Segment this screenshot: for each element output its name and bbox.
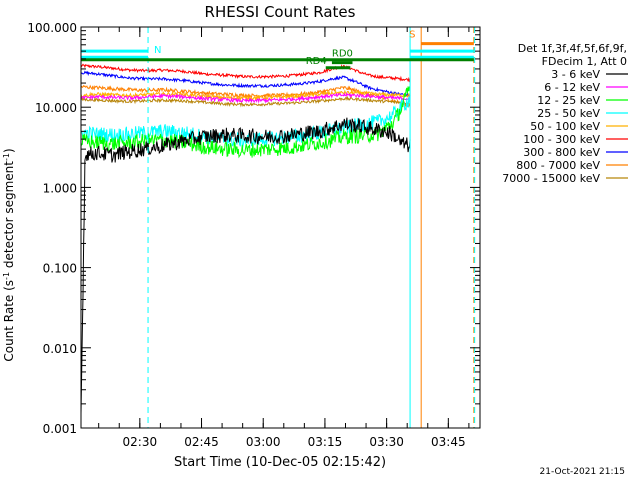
- legend-label: 300 - 800 keV: [523, 146, 600, 159]
- legend-label: 800 - 7000 keV: [516, 159, 600, 172]
- ylabel-rest: detector segment: [2, 161, 16, 272]
- series-line-5: [80, 63, 411, 83]
- x-tick-label: 03:00: [246, 435, 281, 449]
- series-line-1: [80, 91, 411, 104]
- y-tick-label: 0.001: [43, 422, 77, 436]
- x-tick-label: 02:45: [184, 435, 219, 449]
- legend-header-line: FDecim 1, Att 0: [542, 55, 627, 68]
- y-tick-label: 0.010: [43, 342, 77, 356]
- legend-label: 25 - 50 keV: [537, 107, 600, 120]
- series-line-8: [80, 95, 411, 108]
- series-line-7: [81, 84, 411, 108]
- svg-text:Count Rate (s-1 detector segme: Count Rate (s-1 detector segment-1): [2, 148, 16, 361]
- y-axis-label: Count Rate (s-1 detector segment-1): [2, 148, 16, 361]
- legend-label: 12 - 25 keV: [537, 94, 600, 107]
- chart-title: RHESSI Count Rates: [205, 3, 356, 21]
- ylabel-close: ): [2, 148, 16, 153]
- x-tick-label: 03:15: [308, 435, 343, 449]
- ylabel-sup2: -1: [2, 153, 11, 161]
- flag-label-rd0: RD0: [332, 49, 353, 60]
- legend-label: 100 - 300 keV: [523, 133, 600, 146]
- legend-header-line: Det 1f,3f,4f,5f,6f,9f,: [518, 42, 627, 55]
- flag-label-s: S: [409, 30, 415, 41]
- y-tick-label: 10.000: [35, 101, 77, 115]
- series-line-3: [80, 95, 411, 149]
- plot-frame: [80, 26, 481, 429]
- flag-label-rd4: RD4: [306, 56, 327, 67]
- x-tick-label: 02:30: [123, 435, 158, 449]
- y-tick-label: 100.000: [27, 21, 77, 35]
- flag-label-n: N: [154, 45, 161, 56]
- y-tick-label: 1.000: [43, 181, 77, 195]
- series-line-0: [80, 117, 411, 414]
- ylabel-sup: -1: [2, 272, 11, 280]
- x-tick-label: 03:30: [369, 435, 404, 449]
- legend-header: Det 1f,3f,4f,5f,6f,9f,FDecim 1, Att 0: [518, 42, 627, 68]
- x-axis-label: Start Time (10-Dec-05 02:15:42): [174, 455, 386, 470]
- legend-label: 50 - 100 keV: [530, 120, 600, 133]
- x-tick-label: 03:45: [431, 435, 466, 449]
- series-line-4: [80, 89, 411, 102]
- plot-area: N S RD4 RD0 0.001 0.010 0.100 1.000 10.000 100.00…: [27, 21, 481, 449]
- legend-label: 7000 - 15000 keV: [502, 172, 600, 185]
- y-tick-label: 0.100: [43, 262, 77, 276]
- footer-date: 21-Oct-2021 21:15: [540, 467, 625, 477]
- series-line-6: [80, 70, 411, 98]
- ylabel-main: Count Rate (s: [2, 280, 16, 362]
- legend-label: 6 - 12 keV: [544, 81, 600, 94]
- series-line-2: [80, 85, 411, 159]
- legend-label: 3 - 6 keV: [551, 68, 600, 81]
